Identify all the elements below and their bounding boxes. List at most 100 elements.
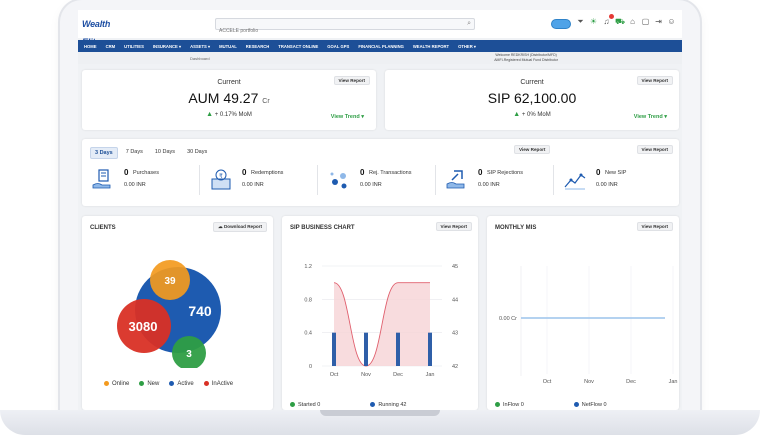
started-value: 0 [317,402,321,408]
nav-insurance[interactable]: INSURANCE ▾ [152,43,182,49]
nav-utilities[interactable]: UTILITIES [124,43,144,49]
legend-new[interactable]: New [139,381,159,387]
monthly-mis-card: MONTHLY MIS View Report 0.00 Cr Oct Nov Dec… [487,216,679,410]
running-value: 42 [400,402,407,408]
brand-logo[interactable]: Wealth Elite INVESTMENT MADE EASIER [82,14,126,53]
purchases-label: Purchases [133,170,159,176]
nav-mutual[interactable]: MUTUAL [219,43,237,49]
rejected-amount: 0.00 INR [360,182,382,188]
legend-online[interactable]: Online [104,381,129,387]
legend-dot [573,402,579,408]
clients-bubble-chart: 740 3080 39 3 [117,260,221,368]
x-tick: Nov [361,372,371,378]
nav-financial-planning[interactable]: FINANCIAL PLANNING [358,43,404,49]
nav-other[interactable]: OTHER ▾ [458,43,476,49]
divider [317,165,318,195]
nav-assets[interactable]: ASSETS ▾ [190,43,211,49]
sip-view-report-button[interactable]: View Report [636,76,673,85]
legend-dot [104,381,109,386]
tab-3-days[interactable]: 3 Days [90,147,118,159]
stat-new-sip[interactable]: 0 New SIP 0.00 INR [560,165,672,197]
bubble-online[interactable] [150,260,190,300]
cart-icon[interactable]: ⛟ [615,17,626,26]
x-tick: Oct [330,372,339,378]
netflow-label: NetFlow [581,402,602,408]
logout-icon[interactable]: ⇥ [655,17,662,26]
y-left-tick: 0 [309,364,312,370]
sip-rejection-icon [446,170,465,189]
stat-rejected-transactions[interactable]: 0 Rej. Transactions 0.00 INR [324,165,436,197]
nav-transact-online[interactable]: TRANSACT ONLINE [278,43,319,49]
new-sip-count: 0 [596,168,601,177]
box-icon[interactable]: ▢ [641,17,650,26]
download-report-button[interactable]: ☁ Download Report [213,222,267,232]
clients-title: CLIENTS [90,225,116,231]
sip-label: Current [520,79,544,86]
aum-card: View Report Current AUM 49.27 Cr ▲ + 0.1… [82,70,376,130]
tab-10-days[interactable]: 10 Days [154,149,176,155]
inactive-count: 3080 [129,319,158,334]
sip-business-chart: 1.2 0.8 0.4 0 45 44 43 42 Oct Nov Dec Jan [304,264,458,378]
search-icon[interactable]: ⌕ [467,20,471,27]
distributor-info: Welcome REDKRISH (Distributor/MFD) AMFI-… [494,53,558,63]
x-tick: Jan [669,379,678,385]
area-line [333,282,430,367]
legend-active[interactable]: Active [169,381,194,388]
aum-view-report-button[interactable]: View Report [333,76,370,85]
nav-wealth-report[interactable]: WEALTH REPORT [412,43,450,49]
redemptions-label: Redemptions [251,170,284,176]
x-tick: Jan [426,372,435,378]
sub-bar: Dashboard Welcome REDKRISH (Distributor/… [78,52,682,64]
active-count: 740 [188,303,212,319]
distributor-welcome: Welcome REDKRISH (Distributor/MFD) [495,53,557,57]
stat-redemptions[interactable]: ₹ 0 Redemptions 0.00 INR [206,165,318,197]
new-sip-label: New SIP [605,170,627,176]
y-left-tick: 0.8 [304,297,312,303]
stat-purchases[interactable]: 0 Purchases 0.00 INR [88,165,200,197]
up-arrow-icon: ▲ [513,111,521,118]
aum-view-trend-button[interactable]: View Trend ▾ [330,114,364,120]
mode-toggle[interactable] [551,19,571,29]
sip-view-trend-button[interactable]: View Trend ▾ [633,114,667,120]
y-right-tick: 43 [452,331,458,337]
bulb-icon[interactable]: ☀ [589,17,598,26]
transactions-view-report-button[interactable]: View Report [514,145,551,154]
bell-icon[interactable]: ♫ [602,14,614,27]
basket-icon[interactable]: ⌂ [630,17,635,26]
online-count: 39 [164,276,176,287]
started-label: Started [298,402,316,408]
breadcrumb[interactable]: Dashboard [190,56,210,61]
tab-30-days[interactable]: 30 Days [187,149,208,155]
new-sip-view-report-button[interactable]: View Report [636,145,673,154]
bubble-new[interactable] [172,336,206,368]
mis-view-report-button[interactable]: View Report [636,222,673,231]
bubble-inactive[interactable] [117,299,171,353]
user-icon[interactable]: ☺ [667,17,676,26]
stat-sip-rejections[interactable]: 0 SIP Rejections 0.00 INR [442,165,554,197]
nav-research[interactable]: RESEARCH [245,43,270,49]
x-tick: Oct [543,379,552,385]
nav-home[interactable]: HOME [84,43,97,49]
legend-active-label: Active [177,381,194,388]
footer-netflow: NetFlow 0 [573,402,607,408]
legend-dot [290,402,295,408]
legend-new-label: New [147,381,160,388]
aum-unit: Cr [262,98,270,105]
legend-inactive[interactable]: InActive [203,381,233,387]
nav-crm[interactable]: CRM [105,43,116,49]
sip-rejections-amount: 0.00 INR [478,182,500,188]
main-nav: HOME CRM UTILITIES INSURANCE ▾ ASSETS ▾ … [78,40,682,52]
download-icon: ☁ [218,224,223,229]
search-input[interactable] [216,26,456,36]
tab-7-days[interactable]: 7 Days [125,149,143,155]
legend-online-label: Online [112,381,130,388]
legend-dot [495,402,500,408]
inflow-value: 0 [520,402,524,408]
aum-value: AUM 49.27 Cr [82,90,376,106]
nav-goal-gps[interactable]: GOAL GPS [327,43,350,49]
filter-icon[interactable]: ⏷ [577,17,584,26]
sip-rejections-label: SIP Rejections [487,170,523,176]
divider [199,165,200,195]
sip-card: View Report Current SIP 62,100.00 ▲ + 0%… [385,70,679,130]
sip-chart-view-report-button[interactable]: View Report [435,222,472,231]
